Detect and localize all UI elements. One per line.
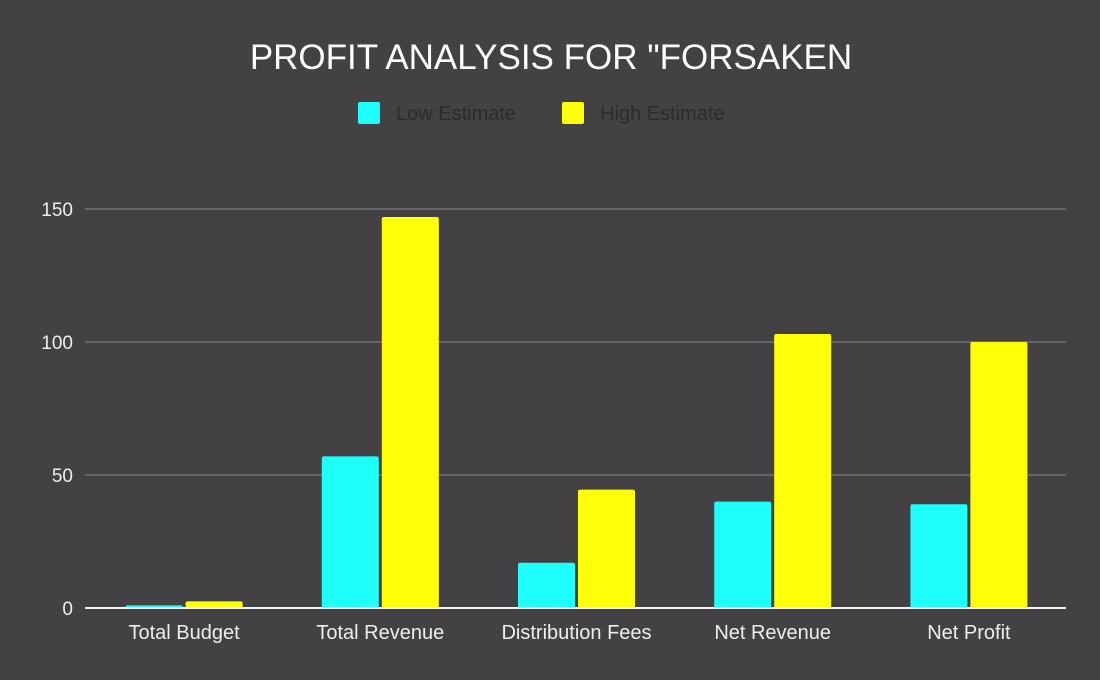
- chart-legend: Low Estimate High Estimate: [358, 102, 725, 125]
- axes: 0 50 100 150 Total Budget Total Revenue Distri…: [41, 200, 1066, 644]
- bar-low-estimate: [714, 501, 772, 608]
- bar-high-estimate: [578, 489, 635, 608]
- legend-swatch-low-estimate: [358, 102, 380, 124]
- chart-title: PROFIT ANALYSIS FOR "FORSAKEN: [250, 38, 852, 77]
- y-tick-label: 100: [41, 333, 73, 354]
- bar-low-estimate: [518, 562, 575, 608]
- x-category-label: Net Revenue: [714, 622, 831, 644]
- bar-low-estimate: [321, 456, 379, 608]
- legend-label-low-estimate: Low Estimate: [396, 103, 516, 125]
- bar-high-estimate: [185, 601, 243, 608]
- gridlines: [85, 208, 1066, 476]
- bars: [125, 216, 1028, 609]
- bar-high-estimate: [970, 342, 1028, 608]
- x-category-label: Net Profit: [927, 622, 1011, 644]
- bar-high-estimate: [381, 216, 439, 609]
- bar-high-estimate: [774, 334, 832, 608]
- x-category-label: Total Budget: [128, 622, 240, 644]
- y-tick-label: 150: [41, 200, 73, 221]
- legend-label-high-estimate: High Estimate: [600, 103, 725, 125]
- legend-swatch-high-estimate: [562, 102, 584, 124]
- y-tick-label: 0: [62, 599, 73, 620]
- y-tick-label: 50: [52, 466, 73, 487]
- x-category-label: Distribution Fees: [501, 622, 651, 644]
- x-category-label: Total Revenue: [316, 622, 444, 644]
- bar-low-estimate: [910, 504, 968, 608]
